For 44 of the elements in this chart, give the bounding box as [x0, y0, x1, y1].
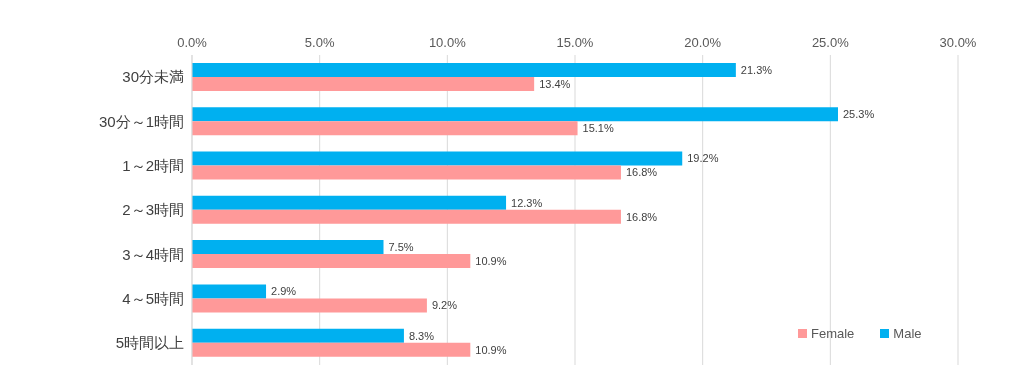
bar: [192, 121, 578, 136]
x-tick-label: 30.0%: [939, 35, 977, 50]
data-label: 2.9%: [271, 285, 297, 298]
data-label: 15.1%: [582, 122, 614, 135]
x-tick-label: 20.0%: [684, 35, 722, 50]
legend-label: Female: [811, 326, 855, 341]
bar: [192, 342, 471, 357]
data-label: 25.3%: [842, 108, 875, 121]
y-tick-label: 4～5時間: [122, 289, 184, 307]
data-label: 12.3%: [511, 196, 543, 209]
bar: [192, 254, 471, 269]
data-label: 16.8%: [625, 210, 658, 223]
bar: [192, 151, 683, 166]
data-label: 16.8%: [625, 166, 658, 179]
data-label: 8.3%: [408, 329, 435, 342]
bar: [192, 165, 621, 180]
y-tick-label: 3～4時間: [122, 245, 184, 263]
y-tick-label: 30分未満: [122, 68, 184, 86]
bar: [192, 328, 404, 343]
x-tick-label: 0.0%: [177, 35, 208, 50]
y-tick-label: 5時間以上: [115, 334, 184, 352]
bar: [192, 209, 621, 224]
y-tick-label: 2～3時間: [122, 201, 184, 219]
data-label: 13.4%: [539, 77, 571, 90]
x-tick-label: 15.0%: [556, 35, 594, 50]
data-label: 7.5%: [388, 241, 414, 254]
y-tick-label: 30分～1時間: [98, 112, 184, 130]
y-tick-label: 1～2時間: [122, 157, 184, 175]
bar: [192, 195, 507, 210]
data-label: 9.2%: [431, 299, 458, 312]
legend-label: Male: [893, 326, 922, 341]
bar: [192, 76, 535, 91]
x-tick-label: 5.0%: [304, 35, 335, 50]
bar: [192, 298, 427, 313]
bar: [192, 107, 838, 122]
bar: [192, 240, 384, 255]
x-tick-label: 25.0%: [811, 35, 850, 50]
data-label: 10.9%: [475, 343, 507, 356]
data-label: 21.3%: [740, 63, 773, 76]
x-tick-label: 10.0%: [428, 35, 467, 50]
data-label: 10.9%: [475, 255, 507, 268]
data-label: 19.2%: [687, 152, 719, 165]
bar: [192, 284, 267, 299]
bar: [192, 62, 736, 77]
